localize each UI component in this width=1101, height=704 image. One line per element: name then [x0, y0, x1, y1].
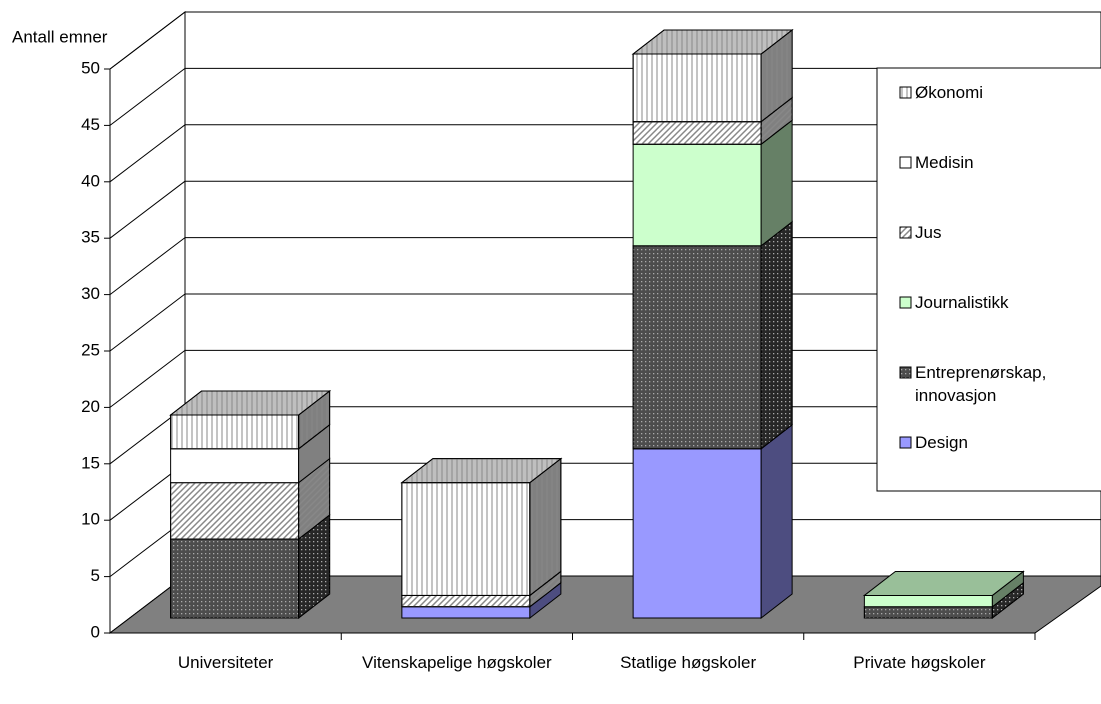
- bar-texture: [170, 482, 300, 540]
- legend-label: Design: [915, 433, 968, 452]
- legend-swatch-texture: [899, 226, 912, 239]
- legend-label: Medisin: [915, 153, 974, 172]
- bar-side: [760, 423, 793, 620]
- y-tick-label: 20: [81, 397, 100, 416]
- grid-line: [109, 68, 186, 126]
- grid-line: [109, 11, 186, 70]
- bar-texture: [170, 414, 300, 450]
- y-tick-label: 15: [81, 453, 100, 472]
- bar: [170, 448, 300, 484]
- legend-swatch: [899, 436, 912, 449]
- y-tick-label: 5: [91, 566, 100, 585]
- y-tick-label: 25: [81, 340, 100, 359]
- y-tick-label: 45: [81, 115, 100, 134]
- bar-top: [862, 570, 1025, 596]
- legend-box: [876, 67, 1101, 492]
- legend-swatch-texture: [899, 86, 912, 99]
- x-tick-label: Vitenskapelige høgskoler: [362, 653, 552, 672]
- y-tick-label: 35: [81, 228, 100, 247]
- bar-texture: [632, 53, 762, 123]
- bar-texture: [632, 245, 762, 450]
- bar-texture: [863, 606, 993, 619]
- legend-label: Jus: [915, 223, 942, 242]
- bar: [632, 448, 762, 619]
- grid-line: [109, 350, 186, 408]
- grid-line: [109, 293, 186, 352]
- grid-line: [109, 237, 186, 295]
- grid-line: [109, 180, 186, 239]
- legend-swatch: [899, 156, 912, 169]
- x-tick-label: Private høgskoler: [853, 653, 986, 672]
- y-tick-label: 10: [81, 510, 100, 529]
- bar: [632, 143, 762, 247]
- bar-texture: [169, 390, 332, 416]
- bar-texture: [401, 594, 531, 608]
- y-tick-label: 30: [81, 284, 100, 303]
- legend-label: Entreprenørskap, innovasjon: [915, 363, 1047, 405]
- legend-swatch-texture: [899, 366, 912, 379]
- y-tick-label: 0: [91, 622, 100, 641]
- x-tick-label: Universiteter: [177, 653, 274, 672]
- bar: [863, 594, 993, 608]
- y-tick-label: 40: [81, 171, 100, 190]
- legend-label: Økonomi: [915, 83, 984, 102]
- bar-texture: [632, 121, 762, 145]
- x-tick-label: Statlige høgskoler: [620, 653, 757, 672]
- bar-texture: [760, 220, 793, 450]
- y-tick-label: 50: [81, 58, 100, 77]
- bar-texture: [631, 29, 794, 55]
- grid-line: [109, 124, 186, 183]
- y-axis-label: Antall emner: [12, 27, 108, 46]
- legend-label: Journalistikk: [915, 293, 1009, 312]
- bar-texture: [170, 538, 300, 619]
- bar-texture: [401, 482, 531, 596]
- legend-swatch: [899, 296, 912, 309]
- bar-texture: [400, 458, 563, 484]
- bar: [401, 606, 531, 619]
